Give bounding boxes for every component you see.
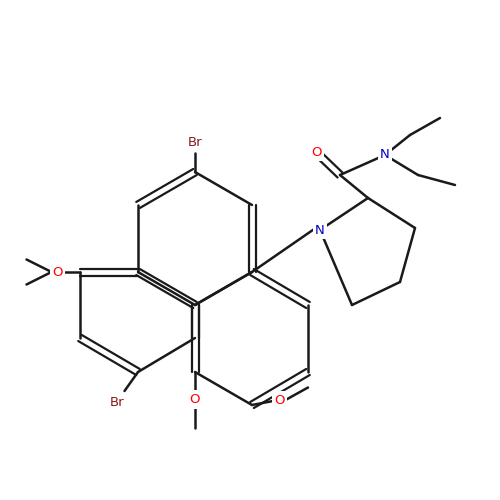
Text: N: N — [380, 148, 390, 162]
Text: Br: Br — [188, 136, 202, 148]
Text: N: N — [315, 224, 325, 236]
Text: O: O — [311, 146, 321, 158]
Text: O: O — [190, 393, 200, 406]
Text: O: O — [274, 394, 285, 406]
Text: Br: Br — [110, 396, 124, 408]
Text: O: O — [52, 266, 63, 278]
